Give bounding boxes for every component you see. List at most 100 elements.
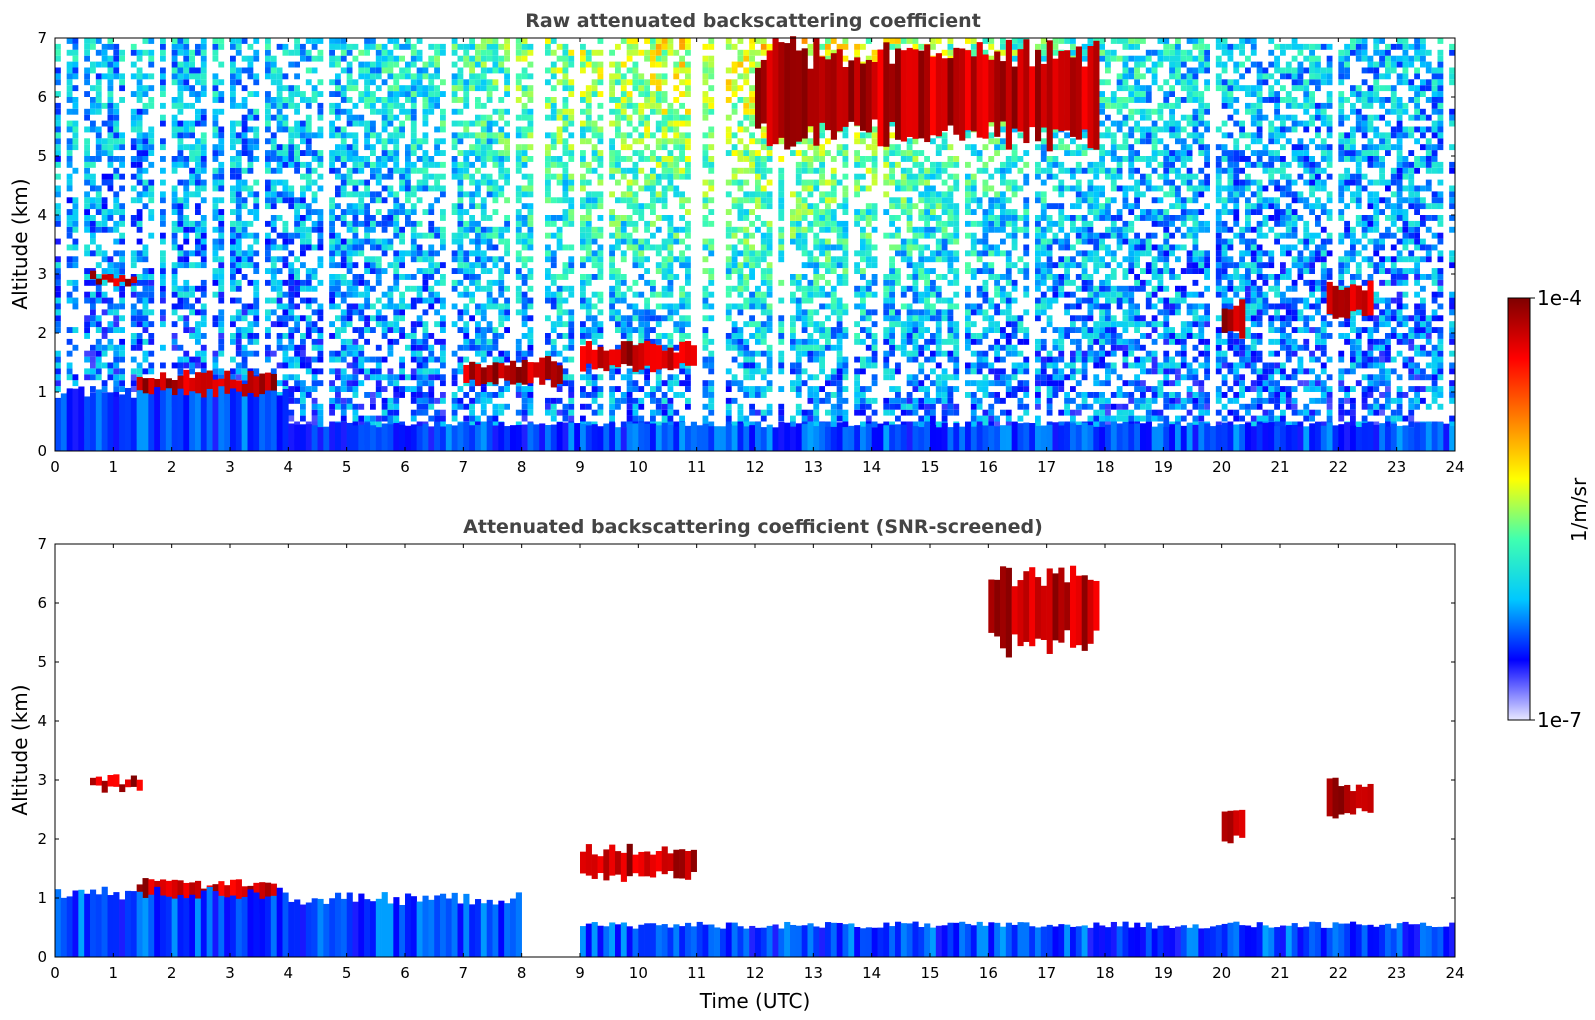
noise-cell bbox=[749, 350, 755, 357]
noise-cell bbox=[101, 279, 108, 286]
noise-cell bbox=[451, 203, 458, 210]
noise-cell bbox=[253, 49, 260, 56]
noise-cell bbox=[434, 279, 440, 286]
noise-cell bbox=[562, 126, 569, 133]
noise-cell bbox=[171, 120, 178, 127]
noise-cell bbox=[743, 215, 750, 221]
noise-cell bbox=[638, 91, 645, 97]
noise-cell bbox=[457, 132, 464, 139]
noise-cell bbox=[545, 161, 551, 168]
noise-cell bbox=[212, 274, 219, 280]
noise-cell bbox=[119, 97, 125, 103]
noise-cell bbox=[230, 185, 236, 192]
noise-cell bbox=[457, 215, 464, 221]
noise-cell bbox=[410, 356, 417, 363]
noise-cell bbox=[346, 403, 353, 410]
noise-cell bbox=[428, 232, 435, 239]
noise-cell bbox=[189, 167, 195, 174]
noise-cell bbox=[702, 215, 709, 221]
noise-cell bbox=[393, 226, 400, 233]
noise-cell bbox=[813, 397, 820, 404]
noise-cell bbox=[230, 73, 236, 80]
noise-cell bbox=[399, 303, 405, 310]
noise-cell bbox=[352, 291, 359, 298]
noise-cell bbox=[235, 67, 242, 74]
noise-cell bbox=[585, 327, 592, 333]
noise-cell bbox=[387, 285, 394, 292]
noise-cell bbox=[66, 91, 73, 97]
noise-cell bbox=[119, 85, 125, 92]
noise-cell bbox=[661, 49, 668, 56]
noise-cell bbox=[737, 226, 744, 233]
noise-cell bbox=[189, 144, 195, 151]
noise-cell bbox=[130, 61, 137, 68]
noise-cell bbox=[650, 73, 656, 80]
noise-cell bbox=[486, 397, 493, 404]
noise-cell bbox=[708, 73, 715, 80]
noise-cell bbox=[591, 167, 598, 174]
noise-cell bbox=[200, 108, 207, 115]
noise-cell bbox=[440, 138, 446, 145]
noise-cell bbox=[609, 120, 615, 127]
noise-cell bbox=[235, 374, 242, 381]
noise-cell bbox=[457, 67, 464, 74]
noise-cell bbox=[410, 120, 417, 127]
noise-cell bbox=[335, 215, 341, 221]
noise-cell bbox=[247, 144, 254, 151]
noise-cell bbox=[282, 244, 289, 251]
noise-cell bbox=[130, 380, 137, 387]
noise-cell bbox=[95, 315, 102, 322]
noise-cell bbox=[673, 380, 680, 387]
noise-cell bbox=[130, 356, 137, 363]
noise-cell bbox=[492, 185, 499, 192]
noise-cell bbox=[486, 238, 493, 245]
noise-cell bbox=[615, 274, 621, 280]
noise-cell bbox=[550, 409, 557, 416]
noise-cell bbox=[375, 85, 382, 92]
noise-cell bbox=[294, 85, 300, 92]
noise-cell bbox=[644, 120, 650, 127]
noise-cell bbox=[615, 297, 621, 304]
noise-cell bbox=[288, 274, 295, 280]
noise-cell bbox=[90, 220, 96, 227]
noise-cell bbox=[294, 279, 300, 286]
noise-cell bbox=[416, 321, 423, 328]
noise-cell bbox=[142, 291, 149, 298]
noise-cell bbox=[451, 156, 458, 162]
noise-cell bbox=[288, 356, 295, 363]
noise-cell bbox=[346, 256, 353, 263]
noise-cell bbox=[393, 403, 400, 410]
noise-cell bbox=[405, 67, 411, 74]
noise-cell bbox=[562, 144, 569, 151]
noise-cell bbox=[294, 120, 300, 127]
noise-cell bbox=[755, 49, 761, 56]
noise-cell bbox=[755, 197, 761, 204]
noise-cell bbox=[183, 156, 190, 162]
noise-cell bbox=[317, 344, 324, 351]
noise-cell bbox=[130, 303, 137, 310]
noise-cell bbox=[399, 179, 405, 186]
noise-cell bbox=[469, 215, 475, 221]
noise-cell bbox=[743, 321, 750, 328]
noise-cell bbox=[212, 167, 219, 174]
noise-cell bbox=[638, 368, 645, 375]
noise-cell bbox=[749, 85, 755, 92]
noise-cell bbox=[632, 150, 639, 156]
noise-cell bbox=[253, 262, 260, 269]
noise-cell bbox=[95, 344, 102, 351]
noise-cell bbox=[702, 356, 709, 363]
noise-cell bbox=[440, 244, 446, 251]
noise-cell bbox=[597, 333, 604, 339]
noise-cell bbox=[358, 350, 365, 357]
noise-cell bbox=[725, 244, 732, 251]
noise-cell bbox=[778, 403, 785, 410]
noise-cell bbox=[463, 250, 470, 257]
noise-cell bbox=[171, 73, 178, 80]
noise-cell bbox=[119, 386, 125, 392]
noise-cell bbox=[66, 79, 73, 86]
noise-cell bbox=[632, 38, 639, 44]
noise-cell bbox=[160, 49, 166, 56]
noise-cell bbox=[282, 309, 289, 316]
noise-cell bbox=[381, 108, 388, 115]
noise-cell bbox=[270, 55, 277, 62]
